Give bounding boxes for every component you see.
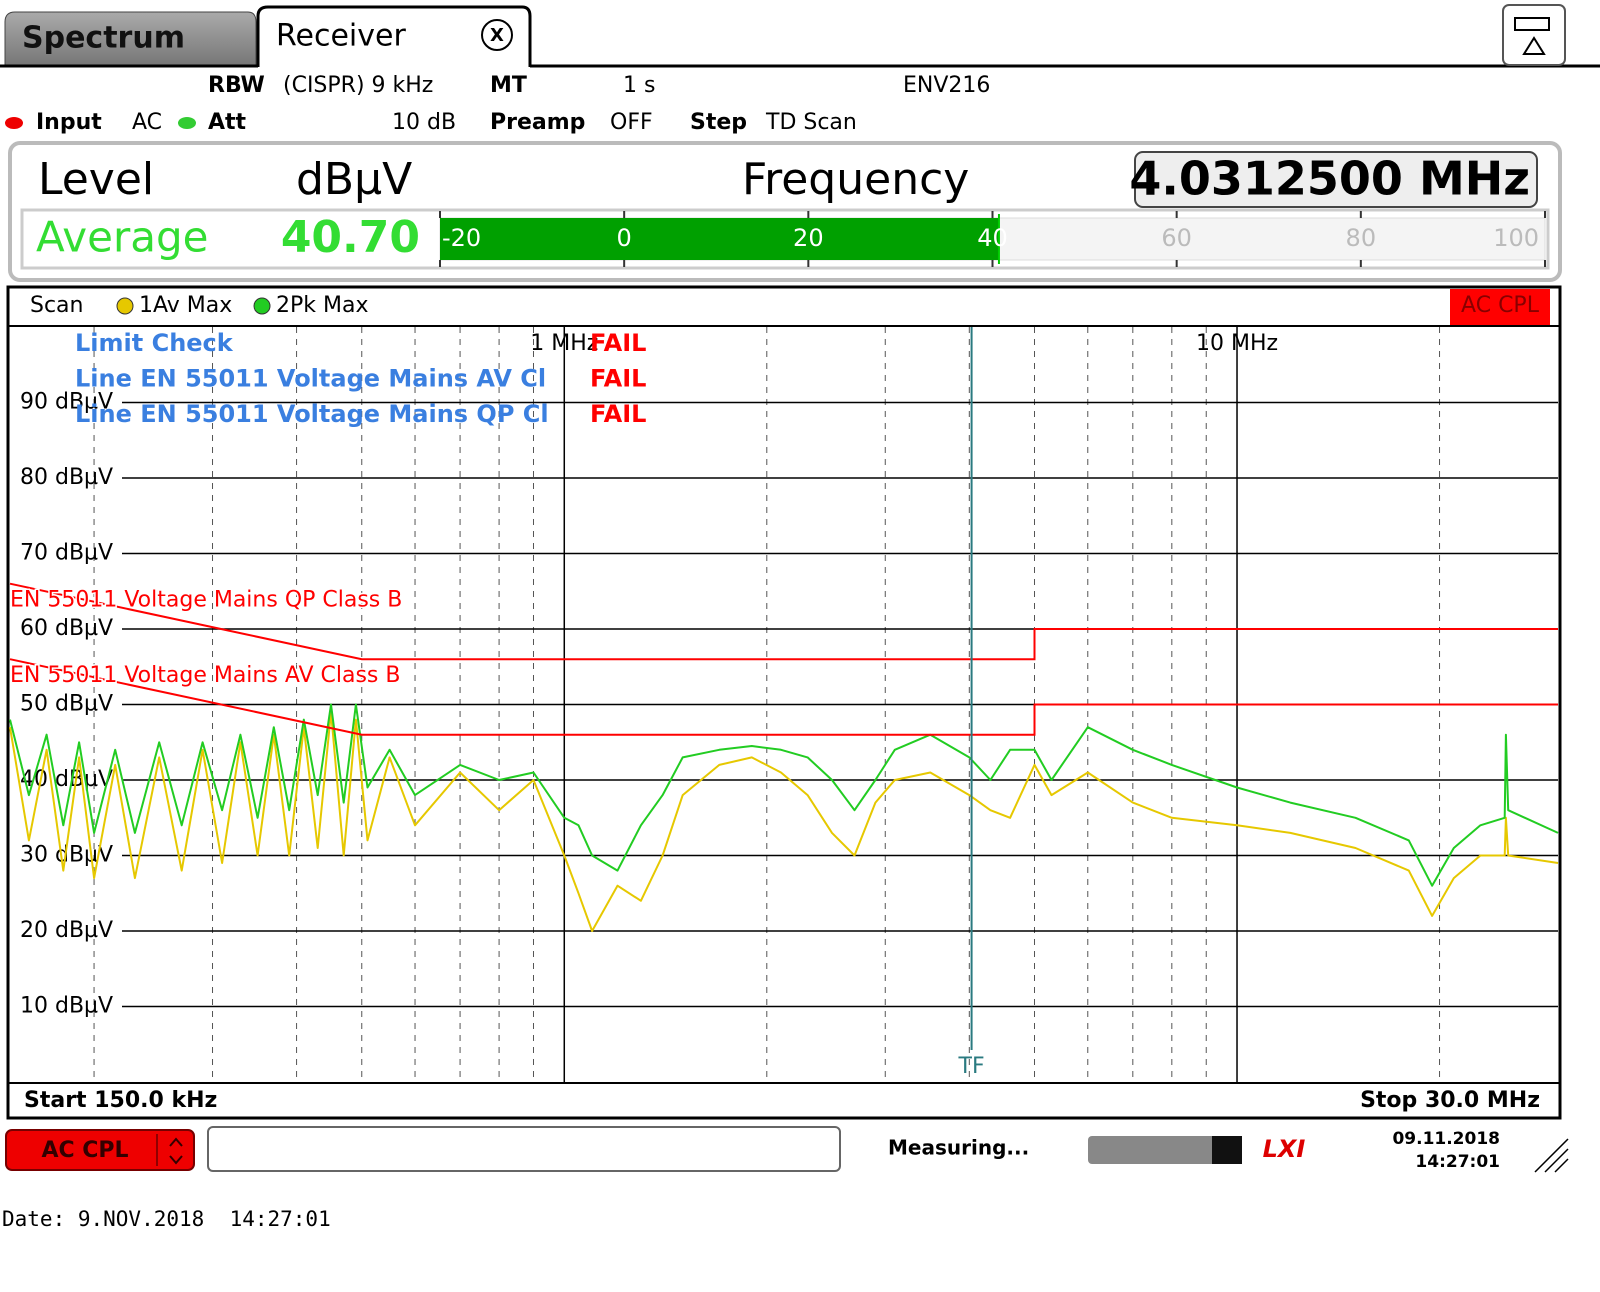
chart-frame	[6, 285, 1562, 1120]
setting-label: MT	[490, 73, 527, 98]
detector-label: Average	[36, 213, 208, 262]
setting-label: Preamp	[490, 110, 585, 135]
limit-line-label: EN 55011 Voltage Mains QP Class B	[10, 588, 402, 613]
setting-value: AC	[132, 110, 162, 135]
limit-line	[9, 582, 1558, 661]
trace	[9, 711, 1559, 932]
x-tick-label: 1 MHz	[530, 331, 598, 356]
frequency-value: 4.0312500 MHz	[1129, 152, 1530, 206]
frequency-label: Frequency	[742, 154, 969, 205]
meter-tick-label: -20	[442, 224, 481, 252]
setting-value: (CISPR) 9 kHz	[283, 73, 433, 98]
meter-bar	[440, 218, 999, 260]
message-box	[207, 1126, 841, 1172]
status-date: 09.11.2018	[1392, 1129, 1500, 1149]
setting-value: TD Scan	[765, 110, 857, 135]
limit-check-result: FAIL	[590, 329, 646, 357]
stop-label: Stop 30.0 MHz	[1360, 1088, 1540, 1113]
icon	[1514, 17, 1550, 31]
status-dot	[178, 117, 196, 129]
meter-tick-label: 60	[1161, 224, 1192, 252]
setting-value: ENV216	[903, 73, 990, 98]
close-label[interactable]: X	[490, 25, 504, 46]
setting-value: 1 s	[623, 73, 655, 98]
level-label: Level	[38, 154, 154, 205]
x-tick-label: 10 MHz	[1196, 331, 1278, 356]
footer-date: Date: 9.NOV.2018 14:27:01	[2, 1207, 331, 1231]
meter-tick-label: 20	[793, 224, 824, 252]
tab-label[interactable]: Receiver	[276, 19, 406, 54]
setting-label: Att	[208, 110, 247, 135]
level-meter: -20 0 20 40 60 80 100	[439, 211, 1546, 267]
start-label: Start 150.0 kHz	[24, 1088, 217, 1113]
coupling-badge	[1450, 289, 1550, 325]
resize-grip	[1534, 1138, 1569, 1173]
close-button[interactable]	[481, 19, 513, 51]
frequency-box[interactable]	[1134, 151, 1538, 208]
coupling-label: AC CPL	[1461, 293, 1540, 318]
y-tick-label: 10 dBµV	[20, 994, 113, 1019]
level-reading: 40.70	[281, 212, 420, 263]
tab-label[interactable]: Spectrum	[22, 21, 185, 56]
setting-label: Step	[690, 110, 747, 135]
progress-fill	[1212, 1136, 1242, 1164]
meter-tick-label: 0	[617, 224, 632, 252]
y-tick-label: 50 dBµV	[20, 692, 113, 717]
y-tick-label: 90 dBµV	[20, 390, 113, 415]
spin-icon	[169, 1137, 183, 1165]
lxi-logo: LXI	[1263, 1135, 1306, 1163]
legend-swatch	[253, 297, 271, 315]
legend-label: 2Pk Max	[276, 293, 368, 318]
status-time: 14:27:01	[1415, 1152, 1500, 1172]
meter-tick-label: 80	[1346, 224, 1377, 252]
limit-check-name: Line EN 55011 Voltage Mains AV Cl	[75, 365, 546, 393]
tab-spectrum[interactable]	[4, 11, 257, 66]
trace	[9, 703, 1559, 887]
limit-line	[9, 658, 1558, 736]
y-tick-label: 60 dBµV	[20, 616, 113, 641]
status-text: Measuring...	[888, 1136, 1029, 1160]
setting-label: Input	[36, 110, 102, 135]
limit-check-result: FAIL	[590, 365, 646, 393]
setting-label: RBW	[208, 73, 265, 98]
status-dot	[5, 117, 23, 129]
limit-check-name: Limit Check	[75, 329, 234, 357]
tab-receiver[interactable]	[256, 5, 532, 67]
limit-check-result: FAIL	[590, 400, 646, 428]
meter-tick-label: 40	[977, 224, 1008, 252]
unit-label: dBµV	[296, 154, 412, 205]
meter-tick-label: 100	[1493, 224, 1539, 252]
chart-title: Scan	[30, 293, 84, 318]
legend-label: 1Av Max	[139, 293, 232, 318]
coupling-button[interactable]	[5, 1129, 195, 1171]
progress-bar	[1088, 1136, 1242, 1164]
y-tick-label: 70 dBµV	[20, 541, 113, 566]
y-tick-label: 80 dBµV	[20, 465, 113, 490]
limit-check-name: Line EN 55011 Voltage Mains QP Cl	[75, 400, 549, 428]
limit-line-label: EN 55011 Voltage Mains AV Class B	[10, 663, 400, 688]
legend-swatch	[116, 297, 134, 315]
marker-label: TF	[958, 1054, 985, 1079]
setting-value: 10 dB	[392, 110, 456, 135]
setting-value: OFF	[610, 110, 653, 135]
overview-button[interactable]	[1502, 4, 1566, 66]
y-tick-label: 20 dBµV	[20, 918, 113, 943]
coupling-button-label[interactable]: AC CPL	[41, 1138, 128, 1163]
icon	[1522, 36, 1546, 55]
